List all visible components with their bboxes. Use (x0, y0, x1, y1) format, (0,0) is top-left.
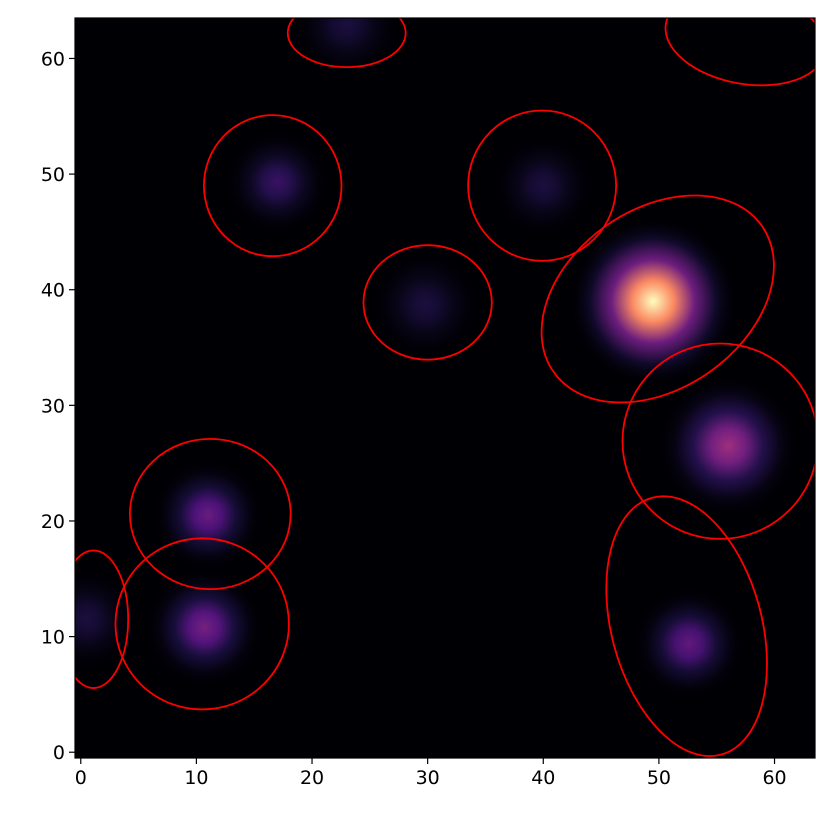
y-tick-label: 0 (53, 742, 65, 764)
aperture-ellipse (540, 194, 775, 404)
source-blob (152, 459, 264, 571)
x-tick-label: 20 (300, 767, 324, 789)
source-blob (569, 218, 737, 385)
x-tick-label: 10 (184, 767, 208, 789)
axes-frame (74, 17, 816, 759)
source-blob (225, 130, 330, 235)
aperture-ellipse (621, 342, 815, 540)
plot-area (75, 18, 815, 757)
source-blob (658, 376, 798, 516)
source-blob (369, 249, 481, 361)
y-tick-label: 60 (41, 48, 65, 70)
x-tick-label: 30 (416, 767, 440, 789)
aperture-ellipse (129, 437, 292, 591)
aperture-ellipse (203, 114, 343, 258)
x-tick-label: 50 (647, 767, 671, 789)
source-blob (145, 568, 264, 687)
aperture-ellipse (605, 495, 768, 757)
aperture-ellipse (114, 537, 290, 711)
y-tick-label: 20 (41, 511, 65, 533)
x-tick-label: 40 (531, 767, 555, 789)
y-tick-label: 40 (41, 280, 65, 302)
source-blob (633, 588, 745, 700)
x-tick-label: 0 (75, 767, 87, 789)
source-blob (75, 567, 139, 672)
y-tick-label: 50 (41, 164, 65, 186)
aperture-ellipse (362, 244, 493, 361)
source-blob (491, 133, 596, 238)
x-tick-label: 60 (762, 767, 786, 789)
y-tick-label: 10 (41, 627, 65, 649)
aperture-ellipse (467, 109, 618, 262)
aperture-ellipse (75, 549, 130, 689)
aperture-ellipse (286, 18, 407, 69)
aperture-ellipse (664, 18, 815, 87)
y-tick-label: 30 (41, 395, 65, 417)
